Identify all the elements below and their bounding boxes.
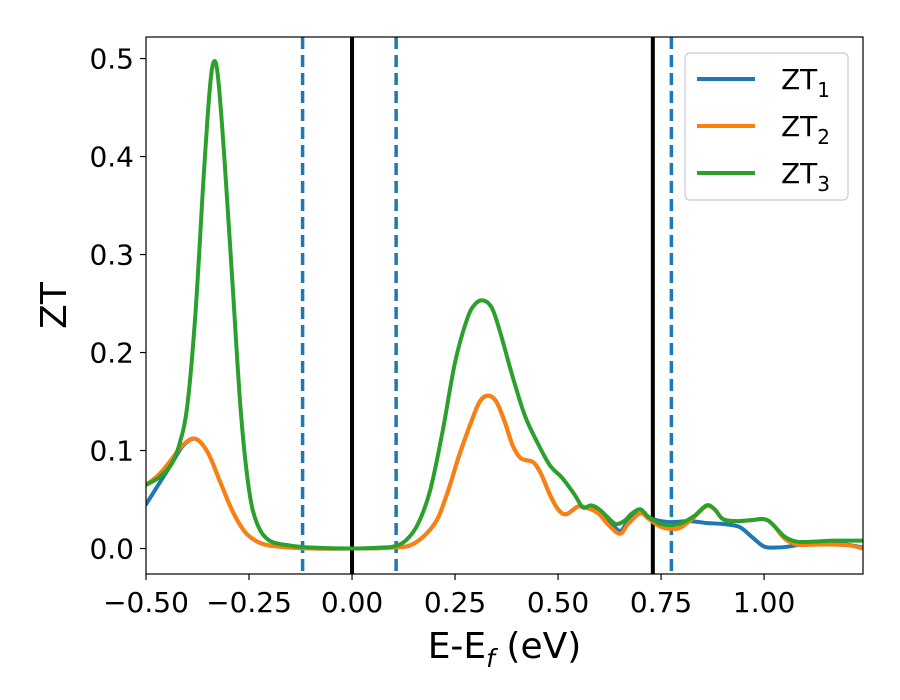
series-line-zt2 (146, 393, 863, 551)
y-tick-label: 0.5 (89, 43, 134, 76)
x-tick-label: 1.00 (733, 586, 795, 619)
axes-frame (145, 36, 864, 575)
x-axis-label-unit: (eV) (495, 626, 581, 667)
legend-label-sub: 1 (817, 78, 830, 102)
legend-box (684, 52, 849, 201)
legend-label-base: ZT (781, 63, 818, 96)
x-tick-label: 0.50 (527, 586, 589, 619)
legend-label-base: ZT (781, 110, 818, 143)
series-line-zt3 (146, 59, 863, 551)
y-tick-label: 0.4 (89, 141, 134, 174)
x-tick-label: −0.50 (103, 586, 189, 619)
y-tick-label: 0.3 (89, 239, 134, 272)
legend-label-zt2: ZT2 (781, 110, 830, 149)
y-axis-label: ZT (34, 281, 75, 329)
x-tick-label: 0.25 (424, 586, 486, 619)
axes: −0.50 −0.25 0.00 0.25 0.50 0.75 1.00 0.0 0.1 0.2 0… (34, 36, 864, 673)
y-tick-label: 0.0 (89, 533, 134, 566)
y-tick-label: 0.2 (89, 337, 134, 370)
x-tick-label: −0.25 (206, 586, 292, 619)
legend-label-sub: 3 (817, 172, 830, 196)
legend-label-zt1: ZT1 (781, 63, 830, 102)
x-tick-label: 0.75 (630, 586, 692, 619)
x-axis-label: E-Ef (eV) (428, 626, 582, 673)
y-tick-label: 0.1 (89, 435, 134, 468)
x-tick-label: 0.00 (321, 586, 383, 619)
plot-inner (146, 37, 863, 574)
legend-label-base: ZT (781, 157, 818, 190)
x-axis-label-base: E-E (428, 626, 486, 667)
legend-label-sub: 2 (817, 125, 830, 149)
plot-area (146, 37, 863, 574)
legend-label-zt3: ZT3 (781, 157, 830, 196)
